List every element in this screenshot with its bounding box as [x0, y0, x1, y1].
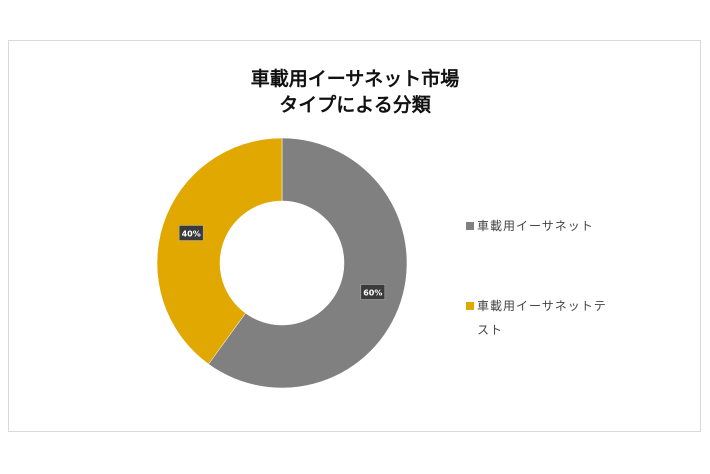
legend-item-ethernet: 車載用イーサネット	[466, 214, 607, 238]
legend-label: 車載用イーサネットテスト	[477, 299, 607, 337]
title-line-2: タイプによる分類	[279, 94, 431, 116]
data-label-text: 60%	[363, 289, 382, 298]
donut-slice	[208, 137, 408, 389]
title-line-1: 車載用イーサネット市場	[250, 68, 460, 90]
legend-label: 車載用イーサネット	[477, 219, 594, 233]
legend-swatch	[466, 302, 474, 310]
chart-title: 車載用イーサネット市場 タイプによる分類	[0, 66, 710, 118]
data-label-box	[360, 284, 386, 300]
data-label-text: 40%	[182, 229, 201, 238]
legend-item-ethernet-test: 車載用イーサネットテスト	[466, 294, 607, 342]
donut-slice	[156, 137, 283, 365]
legend-swatch	[466, 222, 474, 230]
data-label-box	[178, 225, 204, 241]
data-label: 40%	[178, 225, 204, 241]
data-label: 60%	[360, 284, 386, 300]
chart-frame	[8, 40, 701, 432]
